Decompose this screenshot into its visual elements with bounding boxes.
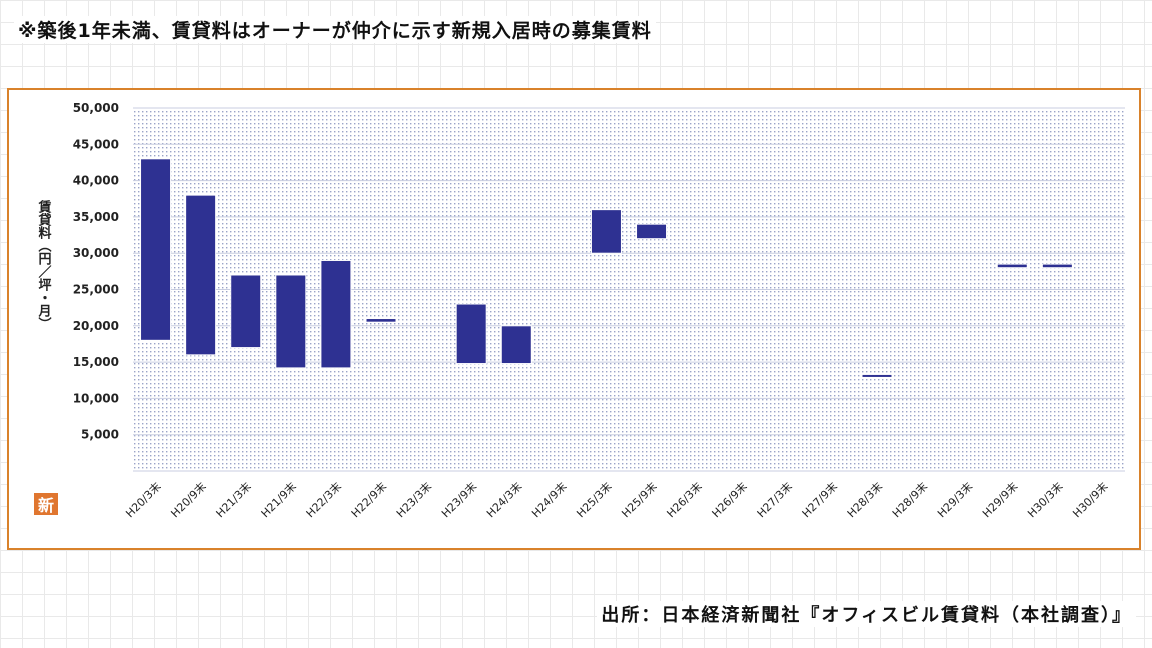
chart-frame: 5,000 10,000 15,000 20,000 25,000 30,000 35,00… [7, 88, 1141, 550]
range-bars [140, 158, 1073, 378]
y-tick-label: 40,000 [73, 174, 119, 188]
x-tick-labels: H20/3末 H20/9末 H21/3末 H21/9末 H22/3末 H22/9末 H23/… [123, 479, 1111, 520]
range-bar [365, 318, 397, 323]
rent-range-chart: 5,000 10,000 15,000 20,000 25,000 30,000 35,00… [36, 101, 1125, 520]
y-tick-labels: 5,000 10,000 15,000 20,000 25,000 30,000 35,00… [73, 101, 119, 442]
x-tick-label: H21/9末 [258, 479, 299, 520]
x-tick-label: H29/9末 [979, 479, 1020, 520]
y-tick-label: 35,000 [73, 210, 119, 224]
y-tick-label: 5,000 [81, 428, 119, 442]
range-bar [140, 158, 172, 341]
x-tick-label: H22/9末 [348, 479, 389, 520]
x-tick-label: H24/9末 [528, 479, 569, 520]
range-bar [996, 263, 1028, 269]
x-tick-label: H30/9末 [1070, 479, 1111, 520]
x-tick-label: H23/9末 [438, 479, 479, 520]
x-tick-label: H25/3末 [574, 479, 615, 520]
x-tick-label: H26/9末 [709, 479, 750, 520]
x-tick-label: H30/3末 [1024, 479, 1065, 520]
y-tick-label: 25,000 [73, 283, 119, 297]
x-tick-label: H27/3末 [754, 479, 795, 520]
y-tick-label: 20,000 [73, 319, 119, 333]
range-bar [455, 303, 487, 365]
x-tick-label: H24/3末 [483, 479, 524, 520]
x-tick-label: H20/3末 [123, 479, 164, 520]
x-tick-label: H20/9末 [168, 479, 209, 520]
x-tick-label: H25/9末 [619, 479, 660, 520]
range-bar [861, 373, 893, 378]
x-tick-label: H22/3末 [303, 479, 344, 520]
y-tick-label: 50,000 [73, 101, 119, 115]
x-tick-label: H23/3末 [393, 479, 434, 520]
y-tick-label: 15,000 [73, 355, 119, 369]
range-bar [590, 209, 622, 254]
range-bar [185, 194, 217, 356]
y-tick-label: 10,000 [73, 391, 119, 405]
y-axis-label: 賃貸料（円／坪・月） [36, 199, 53, 330]
range-bar [275, 274, 307, 369]
range-bar [320, 259, 352, 369]
range-bar [500, 325, 532, 365]
x-tick-label: H29/3末 [934, 479, 975, 520]
x-tick-label: H21/3末 [213, 479, 254, 520]
range-bar [1041, 263, 1073, 269]
x-tick-label: H27/9末 [799, 479, 840, 520]
chart-source: 出所：日本経済新聞社『オフィスビル賃貸料（本社調査）』 [597, 601, 1136, 627]
y-tick-label: 45,000 [73, 137, 119, 151]
new-badge-icon: 新 [34, 493, 58, 515]
range-bar [230, 274, 262, 349]
y-tick-label: 30,000 [73, 246, 119, 260]
x-tick-label: H26/3末 [664, 479, 705, 520]
x-tick-label: H28/9末 [889, 479, 930, 520]
range-bar [636, 223, 668, 240]
x-tick-label: H28/3末 [844, 479, 885, 520]
chart-note: ※築後1年未満、賃貸料はオーナーが仲介に示す新規入居時の募集賃料 [14, 16, 656, 43]
